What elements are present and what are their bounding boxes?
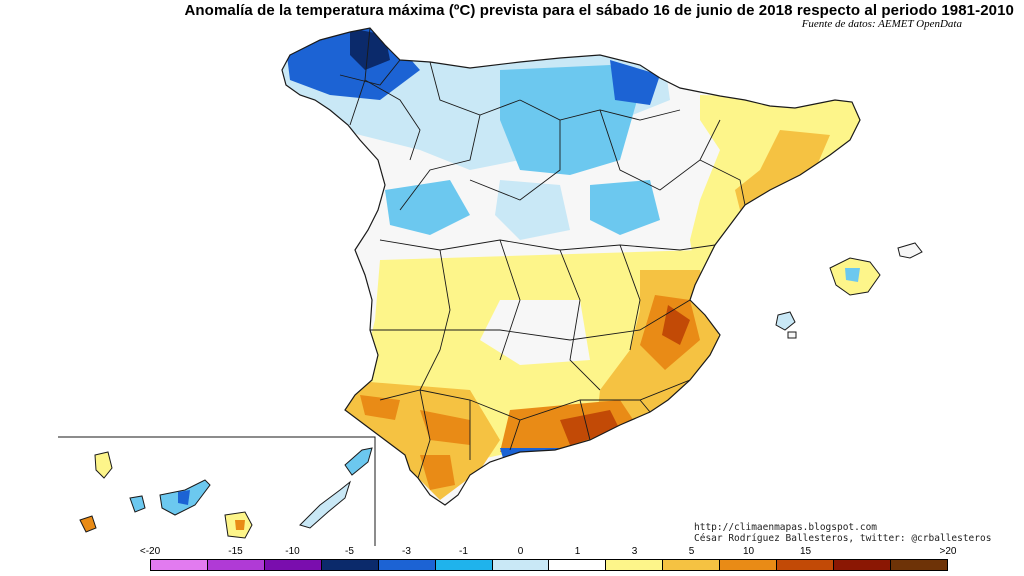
legend-label: >20	[939, 546, 957, 557]
data-source: Fuente de datos: AEMET OpenData	[801, 18, 962, 30]
legend-label: -10	[285, 546, 300, 557]
legend-label: -3	[402, 546, 411, 557]
legend-label: 1	[574, 546, 581, 557]
legend-label: -1	[459, 546, 468, 557]
legend-swatch	[663, 560, 721, 570]
legend-swatch	[777, 560, 835, 570]
legend-swatch	[264, 560, 322, 570]
color-legend: <-20 -15 -10 -5 -3 -1 0 1 3 5 10 15 >20	[0, 546, 1024, 576]
legend-swatch	[834, 560, 891, 570]
legend-label: 15	[799, 546, 812, 557]
map-title: Anomalía de la temperatura máxima (ºC) p…	[184, 2, 1014, 19]
legend-swatch	[378, 560, 436, 570]
province-borders	[339, 27, 746, 479]
legend-label: 3	[631, 546, 638, 557]
legend-swatch	[549, 560, 607, 570]
legend-swatch	[207, 560, 265, 570]
temperature-anomaly-map	[58, 27, 923, 546]
blog-link[interactable]: http://climaenmapas.blogspot.com	[694, 522, 878, 533]
legend-swatch	[720, 560, 778, 570]
legend-swatch	[435, 560, 493, 570]
legend-label: 0	[517, 546, 524, 557]
legend-swatch	[890, 560, 947, 570]
legend-swatch	[151, 560, 208, 570]
legend-label: 10	[742, 546, 755, 557]
legend-label: -15	[228, 546, 243, 557]
legend-swatch	[492, 560, 550, 570]
legend-label: 5	[688, 546, 695, 557]
legend-label: <-20	[139, 546, 161, 557]
credits: http://climaenmapas.blogspot.com César R…	[694, 522, 991, 544]
author-credit: César Rodríguez Ballesteros, twitter: @c…	[694, 533, 992, 544]
peninsula-region	[281, 27, 861, 506]
legend-bar	[150, 559, 948, 571]
legend-label: -5	[345, 546, 354, 557]
legend-swatch	[321, 560, 379, 570]
legend-swatch	[606, 560, 664, 570]
baleares-region	[775, 242, 923, 339]
canarias-inset	[58, 436, 376, 546]
